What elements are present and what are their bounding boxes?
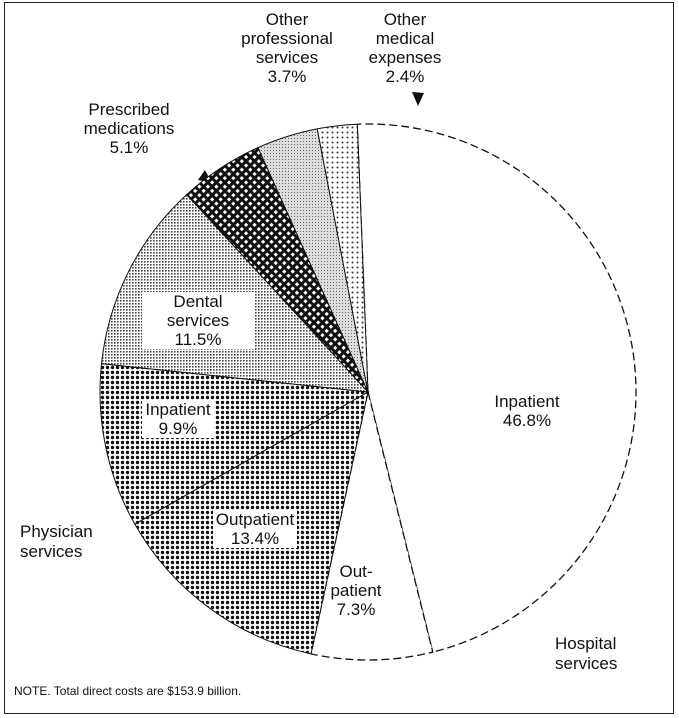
label-box: Outpatient 13.4%: [212, 510, 298, 548]
slice-label: Inpatient 46.8%: [472, 392, 582, 430]
category-label: Out-patient: [330, 562, 382, 600]
slice-label: Outpatient 13.4%: [195, 510, 315, 548]
pie-slice: [310, 391, 434, 661]
label-box: Other professional services 3.7%: [222, 10, 352, 86]
value-label: 11.5%: [174, 330, 222, 349]
value-label: 2.4%: [385, 67, 425, 86]
category-label: Inpatient: [494, 392, 560, 411]
slice-label: Dental services 11.5%: [142, 292, 254, 349]
category-label: Dental services: [166, 292, 230, 330]
label-box: Inpatient 46.8%: [472, 392, 582, 430]
slice-label: Out-patient 7.3%: [316, 562, 396, 619]
value-label: 3.7%: [267, 67, 307, 86]
note: NOTE. Total direct costs are $153.9 bill…: [14, 684, 242, 698]
group-label: Hospital services: [555, 634, 618, 673]
value-label: 7.3%: [336, 600, 376, 619]
pie-slice: [316, 123, 369, 393]
value-label: 13.4%: [230, 529, 280, 548]
slice-label: Other medical expenses 2.4%: [360, 10, 450, 86]
label-box: Other medical expenses 2.4%: [360, 10, 450, 86]
value-label: 9.9%: [158, 419, 198, 438]
group-label: Physician services: [20, 522, 93, 561]
slice-label: Prescribed medications 5.1%: [54, 100, 204, 157]
value-label: 5.1%: [109, 138, 149, 157]
label-box: Out-patient 7.3%: [316, 562, 396, 619]
category-label: Other medical expenses: [368, 10, 442, 67]
arrow: [412, 92, 424, 106]
slice-label: Inpatient 9.9%: [122, 400, 234, 438]
category-label: Outpatient: [215, 510, 295, 529]
label-box: Inpatient 9.9%: [142, 400, 214, 438]
label-box: Dental services 11.5%: [142, 292, 254, 349]
frame: [4, 2, 674, 714]
pie-slice: [356, 123, 637, 653]
slice-label: Other professional services 3.7%: [222, 10, 352, 86]
value-label: 46.8%: [502, 411, 552, 430]
category-label: Inpatient: [145, 400, 211, 419]
category-label: Other professional services: [241, 10, 333, 67]
label-box: Prescribed medications 5.1%: [54, 100, 204, 157]
category-label: Prescribed medications: [83, 100, 175, 138]
